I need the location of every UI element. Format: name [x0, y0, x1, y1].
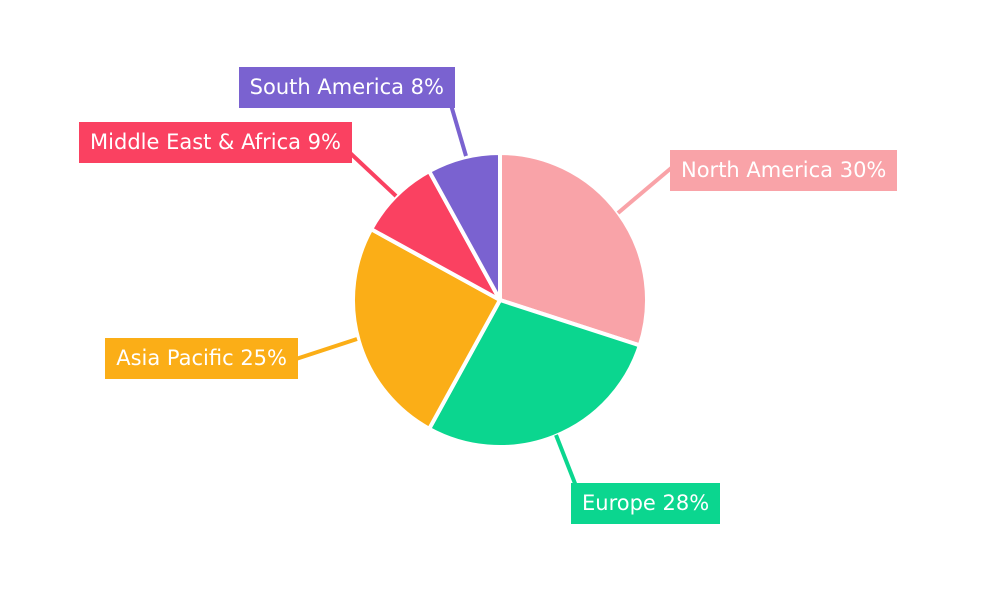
slice-label-middle-east-africa: Middle East & Africa 9% — [79, 122, 352, 163]
slice-label-north-america: North America 30% — [670, 150, 898, 191]
pie-slice-asia-pacific[interactable] — [351, 227, 502, 431]
leader-line-middle-east-africa — [346, 149, 398, 198]
leader-line-south-america — [449, 104, 468, 157]
slice-label-asia-pacific: Asia Pacific 25% — [105, 338, 298, 379]
pie-slice-south-america[interactable] — [427, 151, 502, 302]
leader-line-north-america — [616, 162, 678, 215]
slice-label-south-america: South America 8% — [238, 67, 455, 108]
leader-line-asia-pacific — [295, 337, 358, 361]
leader-line-europe — [554, 434, 578, 487]
slice-label-europe: Europe 28% — [571, 483, 721, 524]
